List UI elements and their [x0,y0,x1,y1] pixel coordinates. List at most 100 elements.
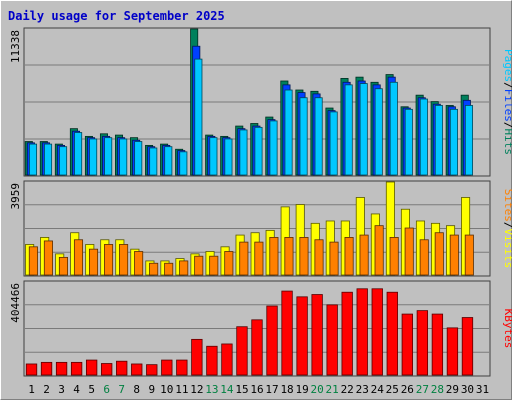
kbytes-bar [176,359,188,376]
sites-bar [329,241,339,276]
panel-3-legend: KBytes [502,309,512,349]
kbytes-bar [85,359,98,376]
kbytes-bar [266,305,278,376]
kbytes-bar [221,343,233,376]
sites-bar [374,225,384,276]
day-label: 21 [326,383,339,396]
day-label: 4 [73,383,80,396]
kbytes-bar [70,361,83,376]
pages-bar [374,88,383,176]
sites-bar [239,241,249,276]
pages-bar [329,111,338,176]
legend-sites: Sites [502,189,512,222]
pages-bar [44,143,53,176]
kbytes-bar [386,291,398,376]
pages-bar [464,105,473,176]
pages-bar [284,89,293,176]
day-label: 24 [371,383,385,396]
pages-bar [449,108,458,176]
legend-separator: / [502,222,512,229]
day-label: 3 [58,383,65,396]
kbytes-bar [416,310,429,376]
kbytes-bar [341,291,353,376]
kbytes-bar [55,361,68,376]
day-label: 29 [446,383,459,396]
legend-separator: / [502,82,512,89]
kbytes-bar [461,317,474,376]
panel-2-ymax-label: 3959 [9,183,22,210]
day-label: 7 [118,383,125,396]
day-label: 11 [175,383,188,396]
kbytes-bar [146,364,158,376]
day-label: 13 [205,383,218,396]
pages-bar [179,151,188,176]
sites-bar [43,240,53,276]
kbytes-bar [326,304,338,376]
kbytes-bar [356,288,368,376]
kbytes-bar [236,326,248,376]
pages-bar [314,97,323,176]
pages-bar [119,138,128,176]
sites-bar [164,262,174,276]
pages-bar [254,126,263,176]
sites-bar [134,251,144,276]
legend-separator: / [502,122,512,129]
sites-bar [179,260,189,276]
sites-bar [359,234,369,276]
sites-bar [58,256,68,276]
pages-bar [404,108,413,176]
day-label: 25 [386,383,399,396]
day-label: 14 [220,383,234,396]
pages-bar [344,84,353,176]
sites-bar [88,248,99,276]
sites-bar [284,237,294,276]
pages-bar [389,81,398,176]
pages-bar [74,132,83,176]
sites-bar [28,246,38,276]
sites-bar [464,234,474,276]
sites-bar [194,255,204,276]
sites-bar [434,232,444,276]
pages-bar [434,105,443,176]
kbytes-bar [446,327,459,376]
panel-2-legend: Sites/Visits [502,189,512,269]
sites-bar [404,227,414,276]
panel-1-legend: Pages/Files/Hits [502,49,512,155]
pages-bar [239,129,248,176]
kbytes-bar [296,296,308,376]
kbytes-bar [401,313,413,376]
sites-bar [419,239,429,276]
pages-bar [224,138,233,176]
sites-bar [254,241,264,276]
sites-bar [104,244,114,276]
kbytes-bar [206,345,218,376]
day-label: 18 [280,383,293,396]
legend-files: Files [502,89,512,122]
pages-bar [134,141,143,176]
day-label: 16 [250,383,263,396]
kbytes-bar [116,360,128,376]
kbytes-bar [101,363,113,376]
pages-bar [59,146,68,176]
pages-bar [299,97,308,176]
kbytes-bar [40,361,53,376]
day-label: 19 [295,383,308,396]
sites-bar [449,234,459,276]
kbytes-bar [191,338,203,376]
day-label: 26 [401,383,414,396]
sites-bar [119,244,129,276]
sites-bar [224,251,234,276]
pages-bar [419,98,428,176]
day-label: 28 [431,383,444,396]
day-label: 8 [133,383,140,396]
day-label: 10 [160,383,173,396]
kbytes-bar [25,363,38,376]
kbytes-bar [371,288,383,376]
sites-bar [73,239,84,276]
sites-bar [344,237,354,276]
panel-1-ymax-label: 11338 [9,30,22,63]
day-label: 22 [341,383,354,396]
day-label: 15 [235,383,248,396]
legend-kbytes: KBytes [502,309,512,349]
